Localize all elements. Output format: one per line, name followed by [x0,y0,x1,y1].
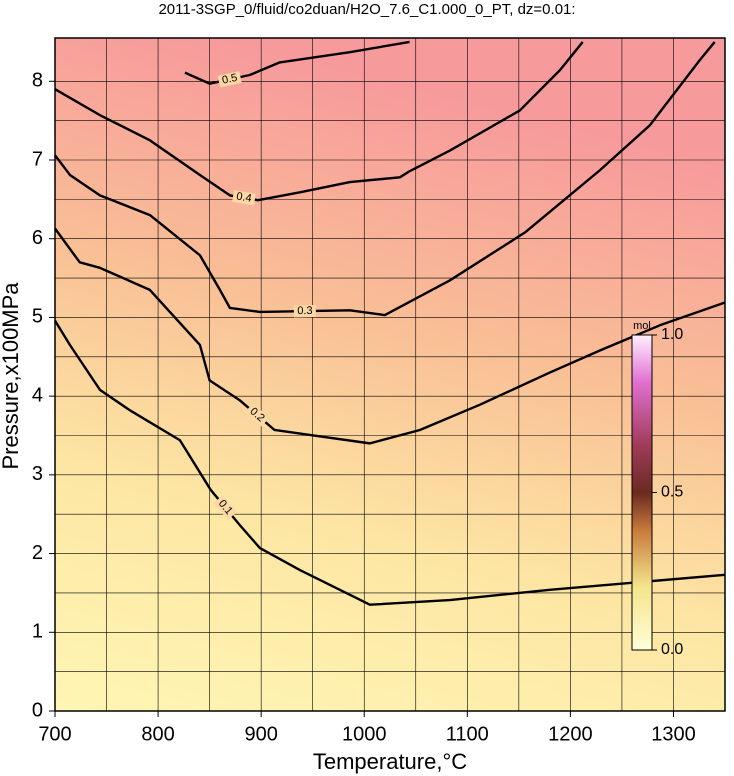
x-tick-label: 1000 [342,723,387,745]
x-tick-label: 700 [38,723,71,745]
x-tick-label: 900 [244,723,277,745]
colorbar-label: mol [633,320,651,332]
colorbar-tick-label: 0.5 [661,484,683,501]
colorbar [631,334,653,651]
y-tick-label: 0 [32,699,43,721]
chart-title: 2011-3SGP_0/fluid/co2duan/H2O_7.6_C1.000… [158,1,575,18]
plot-background [55,38,725,711]
contour-line [184,40,410,85]
colorbar-tick-label: 0.0 [661,641,683,658]
y-tick-label: 8 [32,70,43,92]
colorbar-tick-label: 1.0 [661,326,683,343]
contour-label-bg [293,304,317,318]
contour-label-group: 0.4 [232,190,256,206]
contour-label: 0.5 [221,72,238,87]
y-tick-label: 7 [32,148,43,170]
y-tick-label: 5 [32,306,43,328]
x-tick-label: 1200 [548,723,593,745]
y-tick-label: 1 [32,621,43,643]
x-tick-label: 800 [141,723,174,745]
x-tick-label: 1300 [651,723,696,745]
x-tick-label: 1100 [446,723,489,745]
contour-label: 0.3 [297,305,313,317]
y-tick-label: 2 [32,542,43,564]
contour-label-bg [244,403,270,427]
contour-label: 0.4 [235,191,252,205]
contour-label-bg [232,190,256,206]
plot-frame [54,37,726,712]
contour-label-group: 0.5 [217,71,242,88]
y-axis-label: Pressure,x100MPa [0,282,23,470]
contour-line [53,319,726,606]
contour-label-bg [217,71,242,88]
contour-label-bg [213,495,237,520]
y-tick-label: 6 [32,227,43,249]
contour-line [54,41,584,202]
contour-line [54,227,726,445]
x-axis-label: Temperature,°C [313,749,467,774]
y-tick-label: 3 [32,463,43,485]
y-tick-label: 4 [32,384,43,406]
contour-label-group: 0.3 [293,304,317,318]
